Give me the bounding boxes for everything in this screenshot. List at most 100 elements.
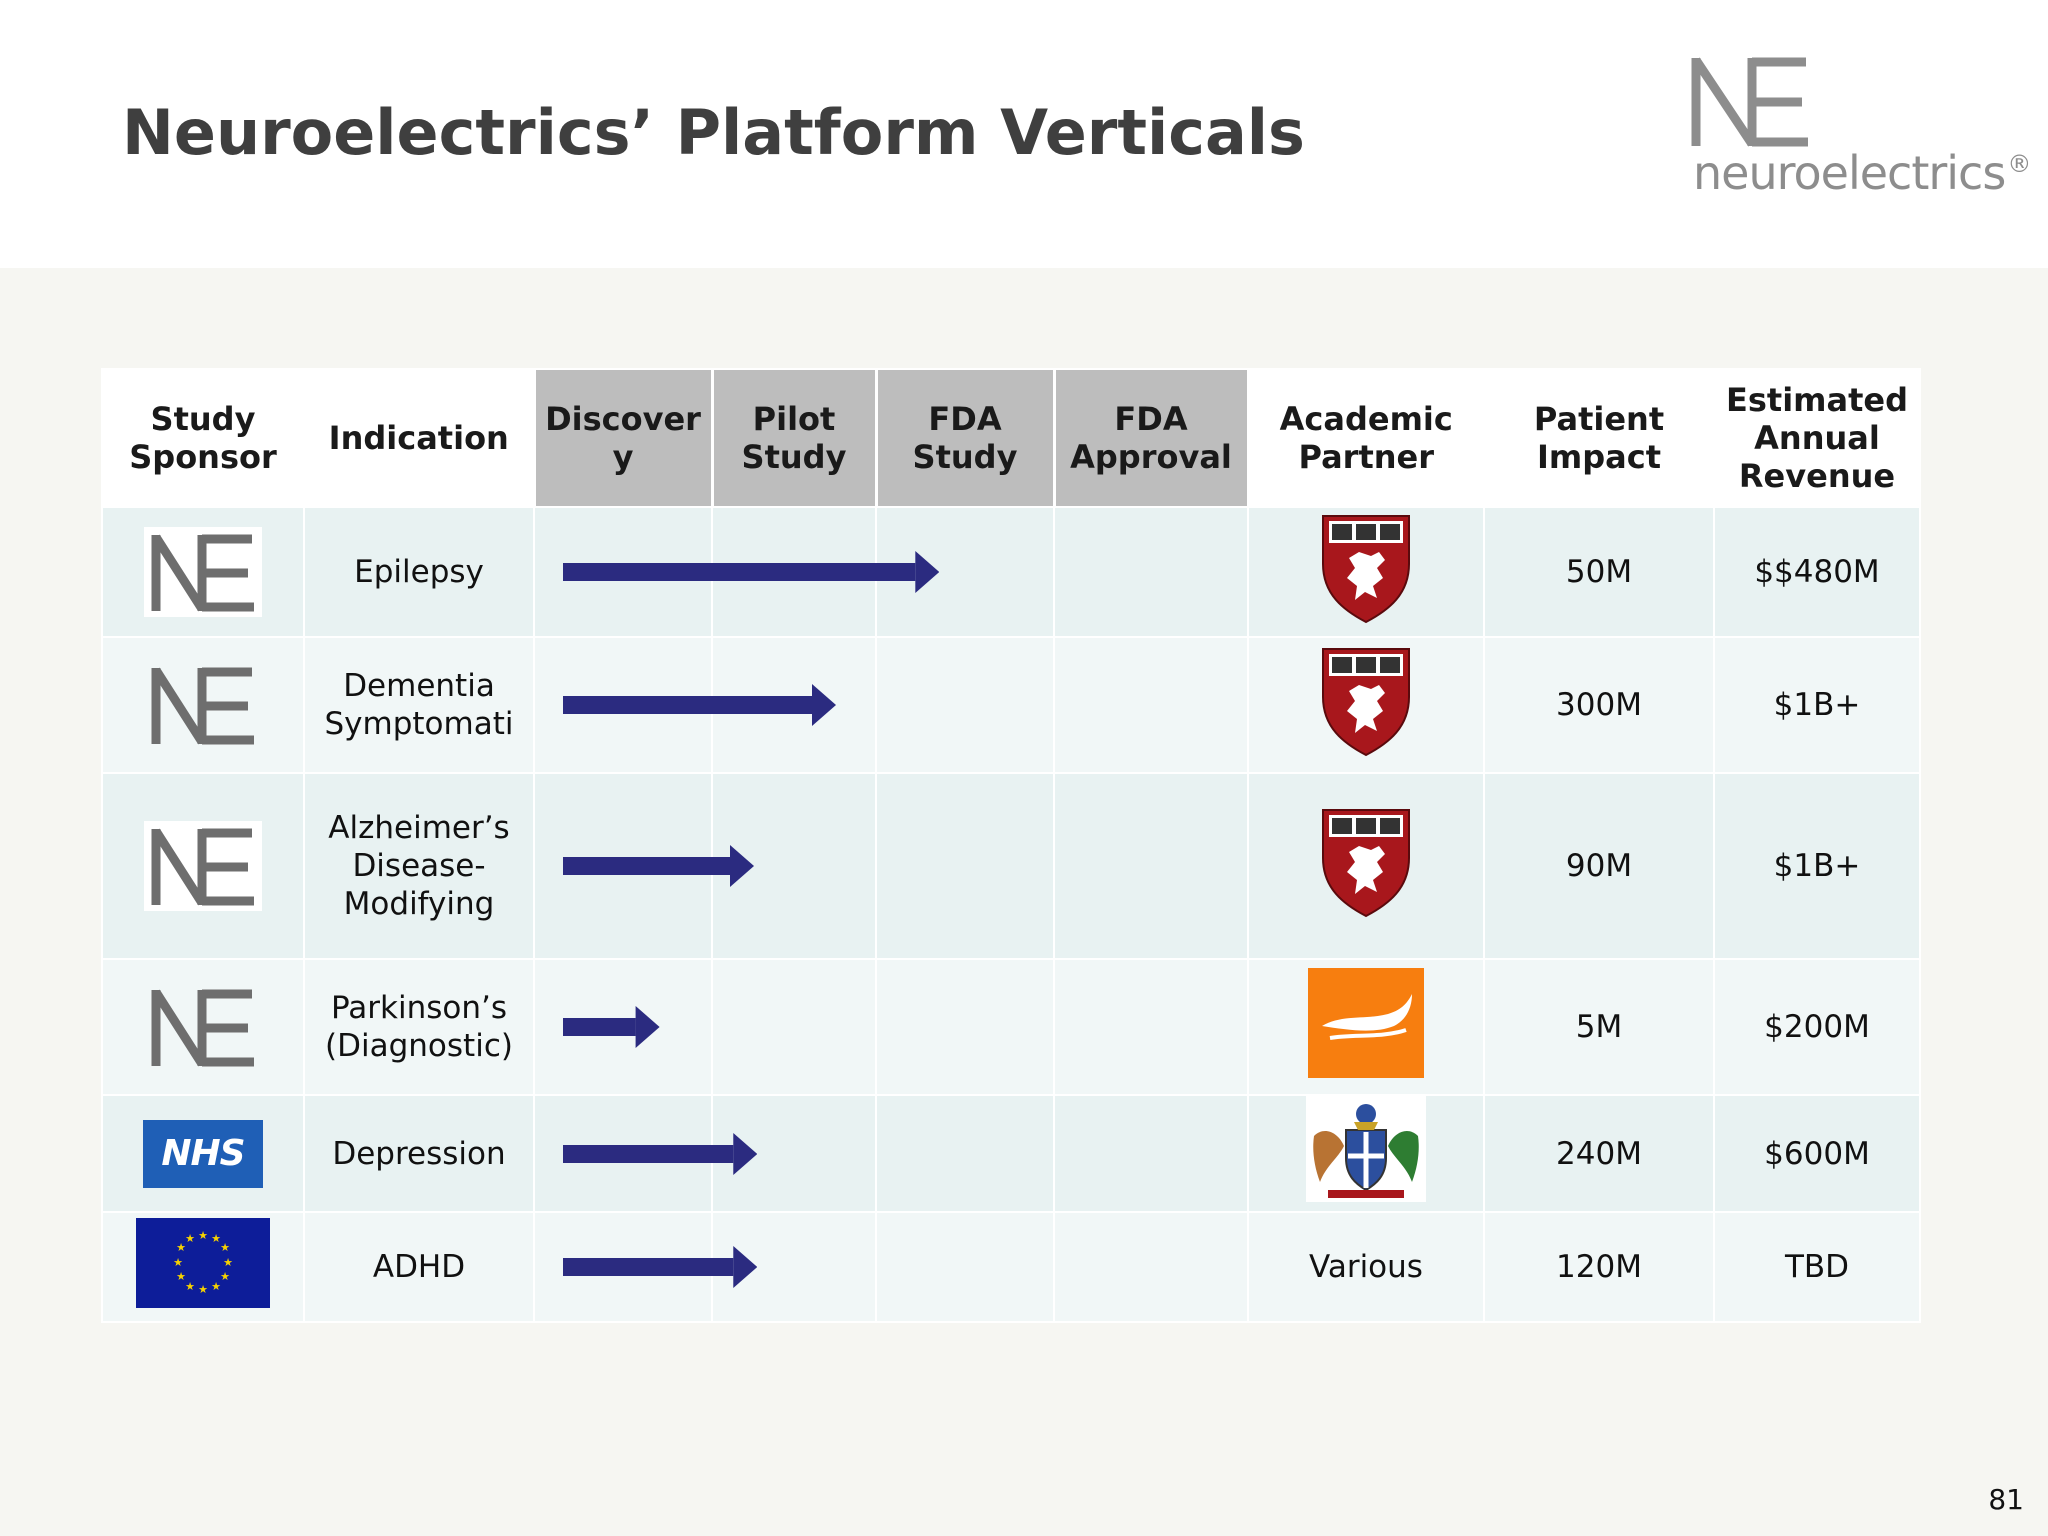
verticals-table: Study Sponsor Indication Discover y Pilot S…	[101, 368, 1921, 1323]
partner-cell	[1247, 772, 1485, 960]
revenue-cell: TBD	[1713, 1211, 1921, 1323]
progress-arrow	[563, 1132, 758, 1175]
discovery-cell	[533, 636, 836, 774]
fda-approval-cell	[1053, 772, 1249, 960]
table-row: Epilepsy 50M $$480M	[101, 506, 1921, 638]
col-header-fda-study: FDA Study	[874, 368, 1056, 508]
revenue-cell: $1B+	[1713, 636, 1921, 774]
discovery-cell	[533, 1211, 758, 1323]
svg-text:★: ★	[176, 1270, 186, 1283]
svg-text:★: ★	[198, 1283, 208, 1296]
fda-approval-cell	[1053, 1211, 1249, 1323]
svg-text:★: ★	[198, 1229, 208, 1242]
revenue-cell: $600M	[1713, 1094, 1921, 1213]
col-header-revenue: Estimated Annual Revenue	[1713, 368, 1921, 508]
progress-arrow	[563, 551, 940, 593]
fda-study-cell	[875, 772, 1055, 960]
arrow-shaft	[563, 857, 730, 875]
revenue-cell: $1B+	[1713, 772, 1921, 960]
revenue-cell: $200M	[1713, 958, 1921, 1096]
sponsor-cell	[101, 958, 305, 1096]
arrow-head	[733, 1246, 758, 1288]
table-row: NHS Depression 240M $600M	[101, 1094, 1921, 1213]
progress-arrow	[563, 1246, 758, 1288]
col-header-fda-approval: FDA Approval	[1052, 368, 1250, 508]
arrow-shaft	[563, 1018, 636, 1036]
svg-text:★: ★	[211, 1280, 221, 1293]
ne-logo-icon	[151, 989, 254, 1067]
col-header-patient-impact: Patient Impact	[1483, 368, 1715, 508]
indication-cell: Epilepsy	[303, 506, 535, 638]
discovery-cell	[533, 506, 940, 638]
arrow-head	[733, 1132, 758, 1175]
svg-text:★: ★	[185, 1232, 195, 1245]
arrow-head	[635, 1006, 660, 1048]
ne-logo-icon	[151, 667, 254, 745]
partner-cell	[1247, 958, 1485, 1096]
revenue-cell: $$480M	[1713, 506, 1921, 638]
svg-text:★: ★	[223, 1256, 233, 1269]
logo-wordmark: neuroelectrics®	[1693, 146, 2031, 200]
indication-cell: Alzheimer’s Disease- Modifying	[303, 772, 535, 960]
harvard-shield-icon	[1322, 514, 1410, 623]
sponsor-cell	[101, 772, 305, 960]
arrow-shaft	[563, 696, 812, 714]
partner-cell: Various	[1247, 1211, 1485, 1323]
fda-study-cell	[875, 958, 1055, 1096]
eu-flag-icon: ★ ★★★★★★★★★★★	[136, 1217, 270, 1308]
impact-cell: 50M	[1483, 506, 1715, 638]
impact-cell: 90M	[1483, 772, 1715, 960]
harvard-shield-icon	[1322, 808, 1410, 917]
partner-cell	[1247, 636, 1485, 774]
impact-cell: 5M	[1483, 958, 1715, 1096]
table-row: Dementia Symptomati 300M $1B+	[101, 636, 1921, 774]
nhs-logo: NHS	[143, 1119, 263, 1188]
sponsor-cell: ★ ★ ★ ★ ★ ★ ★ ★ ★ ★ ★ ★	[101, 1211, 305, 1323]
discovery-cell	[533, 958, 713, 1096]
svg-text:★: ★	[220, 1270, 230, 1283]
svg-text:★: ★	[185, 1280, 195, 1293]
ne-logo-icon	[144, 821, 262, 911]
fda-approval-cell	[1053, 958, 1249, 1096]
arrow-head	[915, 551, 940, 593]
fda-study-cell	[875, 1211, 1055, 1323]
indication-cell: Depression	[303, 1094, 535, 1213]
fda-study-cell	[875, 636, 1055, 774]
arrow-shaft	[563, 1258, 734, 1276]
table-row: Alzheimer’s Disease- Modifying 90M $1B+	[101, 772, 1921, 960]
svg-text:★: ★	[173, 1256, 183, 1269]
svg-text:★: ★	[220, 1241, 230, 1254]
indication-cell: Parkinson’s (Diagnostic)	[303, 958, 535, 1096]
table-row: ★ ★ ★ ★ ★ ★ ★ ★ ★ ★ ★ ★ ADHD Various 120M TBD	[101, 1211, 1921, 1323]
arrow-shaft	[563, 563, 916, 581]
impact-cell: 120M	[1483, 1211, 1715, 1323]
col-header-discovery: Discover y	[532, 368, 714, 508]
col-header-sponsor: Study Sponsor	[101, 368, 305, 508]
sponsor-cell	[101, 506, 305, 638]
arrow-head	[730, 845, 754, 887]
page-number: 81	[1988, 1483, 2024, 1516]
pilot-cell	[711, 958, 877, 1096]
fda-approval-cell	[1053, 1094, 1249, 1213]
impact-cell: 240M	[1483, 1094, 1715, 1213]
col-header-indication: Indication	[303, 368, 535, 508]
svg-text:★: ★	[211, 1232, 221, 1245]
discovery-cell	[533, 1094, 758, 1213]
fda-approval-cell	[1053, 636, 1249, 774]
indication-cell: ADHD	[303, 1211, 535, 1323]
fda-approval-cell	[1053, 506, 1249, 638]
impact-cell: 300M	[1483, 636, 1715, 774]
slide-header	[0, 0, 2048, 268]
neuroelectrics-logo: neuroelectrics®	[1690, 52, 2031, 212]
progress-arrow	[563, 1006, 660, 1048]
arrow-shaft	[563, 1144, 734, 1163]
progress-arrow	[563, 845, 754, 887]
fda-study-cell	[875, 1094, 1055, 1213]
partner-cell	[1247, 506, 1485, 638]
partner-cell	[1247, 1094, 1485, 1213]
slide-title: Neuroelectrics’ Platform Verticals	[122, 96, 1305, 169]
table-header-row: Study Sponsor Indication Discover y Pilot S…	[101, 368, 1921, 508]
col-header-pilot-study: Pilot Study	[710, 368, 878, 508]
table-row: Parkinson’s (Diagnostic) 5M $200M	[101, 958, 1921, 1096]
indication-cell: Dementia Symptomati	[303, 636, 535, 774]
